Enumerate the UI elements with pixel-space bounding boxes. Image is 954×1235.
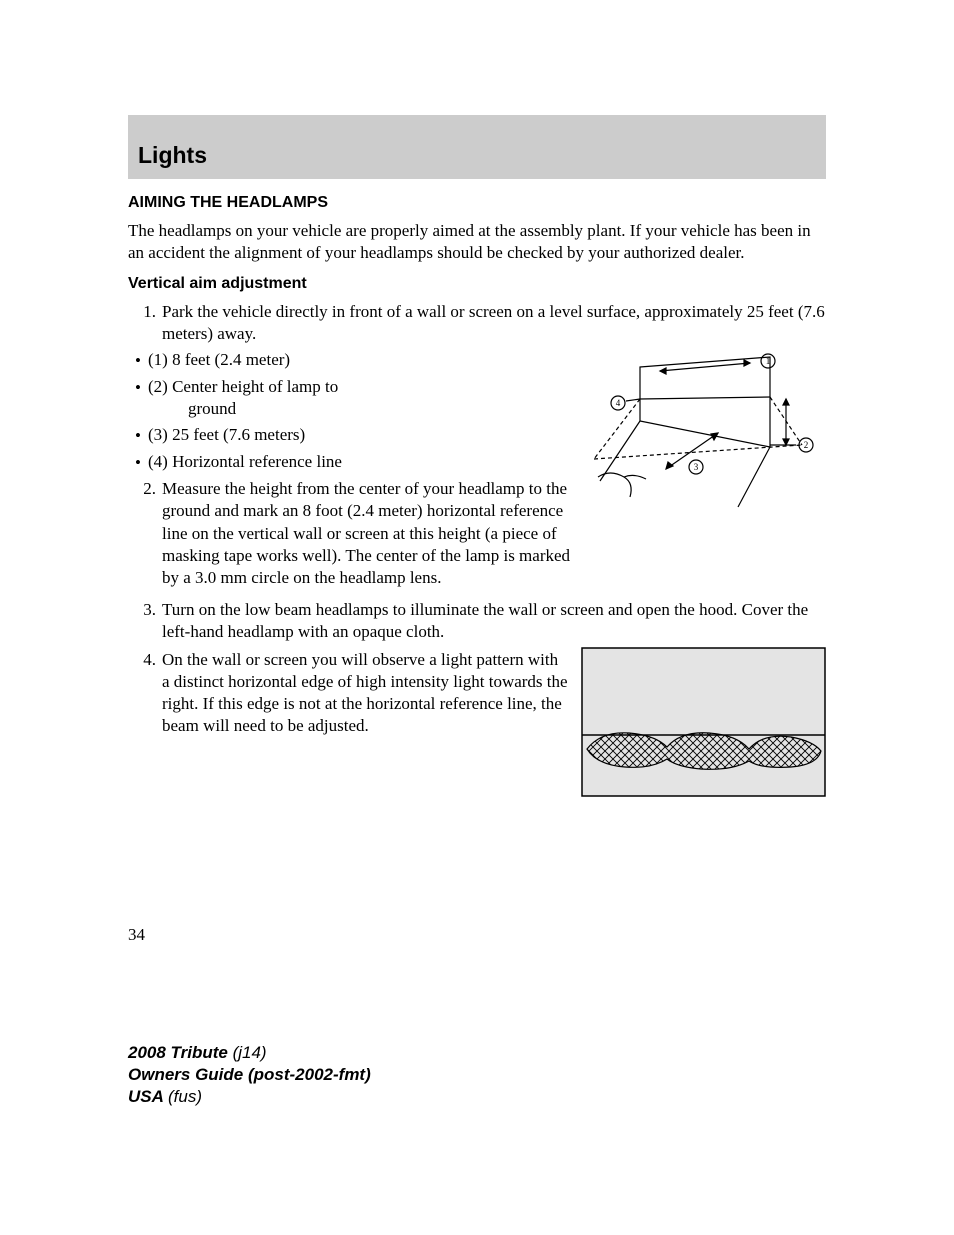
- legend-2: • (2) Center height of lamp to ground: [128, 376, 578, 420]
- section-header-bar: Lights: [128, 115, 826, 179]
- intro-paragraph: The headlamps on your vehicle are proper…: [128, 220, 826, 264]
- legend-4: • (4) Horizontal reference line: [128, 451, 578, 474]
- bullet-icon: •: [128, 349, 148, 372]
- step-1: 1. Park the vehicle directly in front of…: [134, 301, 826, 345]
- step-4-num: 4.: [134, 649, 162, 737]
- step-1-num: 1.: [134, 301, 162, 345]
- svg-text:1: 1: [766, 356, 771, 366]
- legend-3: • (3) 25 feet (7.6 meters): [128, 424, 578, 447]
- diagram-light-pattern: [581, 647, 826, 803]
- footer: 2008 Tribute (j14) Owners Guide (post-20…: [128, 1042, 371, 1108]
- legend-1-text: (1) 8 feet (2.4 meter): [148, 349, 578, 372]
- step-2-num: 2.: [134, 478, 162, 588]
- step-3: 3. Turn on the low beam headlamps to ill…: [134, 599, 826, 643]
- bullet-icon: •: [128, 451, 148, 474]
- step-2: 2. Measure the height from the center of…: [134, 478, 578, 588]
- legend-2-text: (2) Center height of lamp to: [148, 377, 338, 396]
- diagram-aim-geometry: 1 2 3 4: [590, 349, 826, 525]
- footer-code: (j14): [233, 1043, 267, 1062]
- bullet-icon: •: [128, 376, 148, 420]
- step-2-text: Measure the height from the center of yo…: [162, 478, 578, 588]
- footer-region: USA: [128, 1087, 168, 1106]
- step-4: 4. On the wall or screen you will observ…: [134, 649, 569, 737]
- step-1-text: Park the vehicle directly in front of a …: [162, 301, 826, 345]
- legend-2-cont: ground: [148, 398, 236, 420]
- legend-3-text: (3) 25 feet (7.6 meters): [148, 424, 578, 447]
- svg-text:3: 3: [694, 462, 699, 472]
- legend-1: • (1) 8 feet (2.4 meter): [128, 349, 578, 372]
- step-3-num: 3.: [134, 599, 162, 643]
- bullet-icon: •: [128, 424, 148, 447]
- heading-aiming: AIMING THE HEADLAMPS: [128, 193, 826, 214]
- footer-guide: Owners Guide (post-2002-fmt): [128, 1064, 371, 1086]
- heading-vertical: Vertical aim adjustment: [128, 274, 826, 295]
- svg-text:2: 2: [804, 440, 809, 450]
- section-title: Lights: [138, 141, 816, 171]
- page-number: 34: [128, 924, 145, 946]
- footer-region-code: (fus): [168, 1087, 202, 1106]
- step-4-text: On the wall or screen you will observe a…: [162, 649, 569, 737]
- legend-4-text: (4) Horizontal reference line: [148, 451, 578, 474]
- svg-text:4: 4: [616, 398, 621, 408]
- footer-model: 2008 Tribute: [128, 1043, 233, 1062]
- step-3-text: Turn on the low beam headlamps to illumi…: [162, 599, 826, 643]
